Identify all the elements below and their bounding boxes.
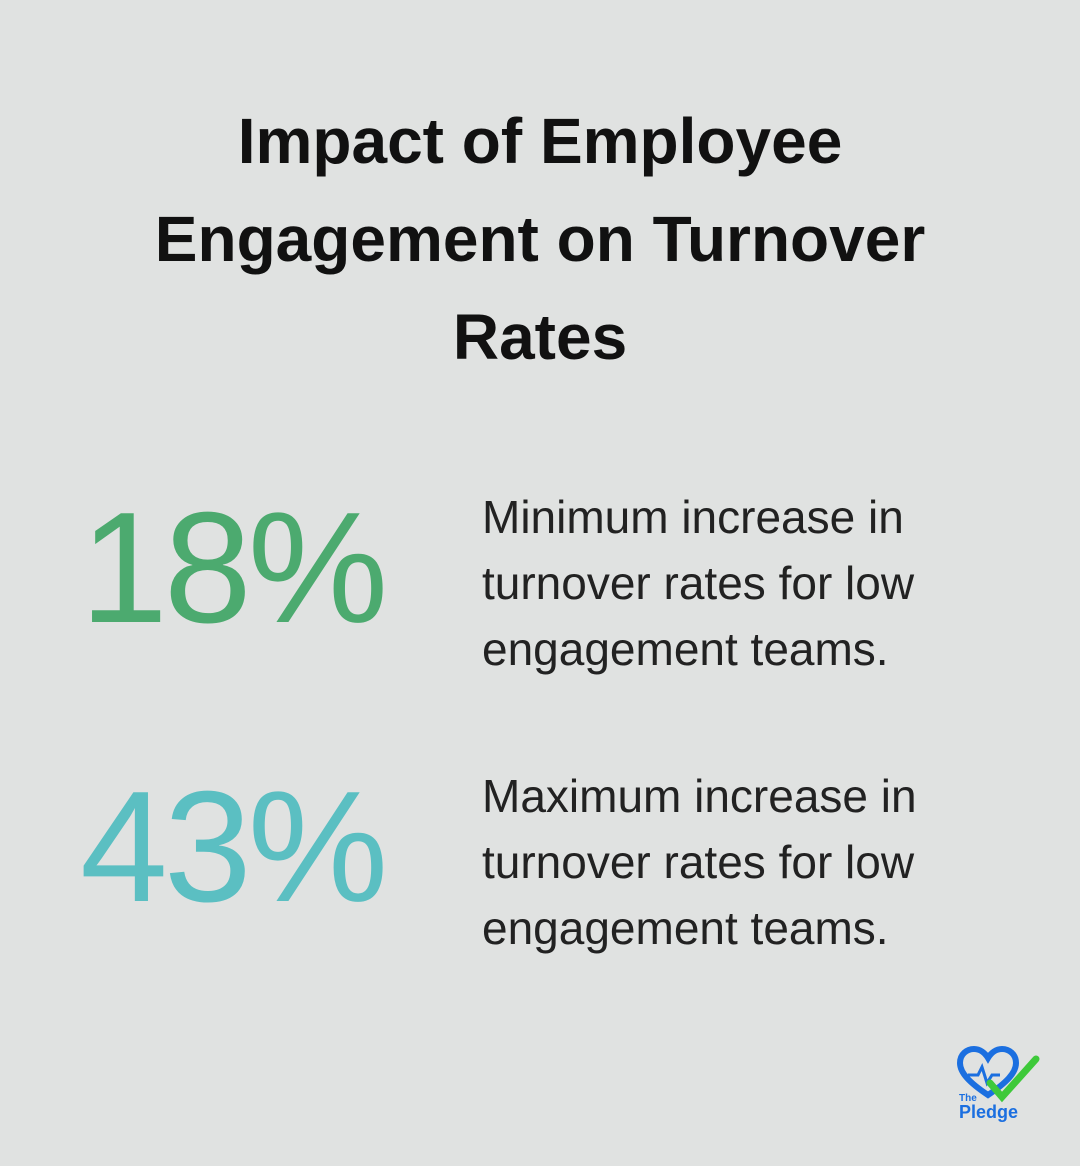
- stat-description: Minimum increase in turnover rates for l…: [482, 491, 915, 675]
- logo-check: [986, 1055, 1040, 1103]
- logo: The Pledge: [956, 1045, 1040, 1122]
- logo-pulse: [968, 1063, 1000, 1087]
- logo-name: Pledge: [959, 1102, 1018, 1122]
- stat: 43% Maximum increase in turnover rates f…: [0, 757, 1080, 977]
- logo-small: The: [959, 1093, 977, 1104]
- stat: 18% Minimum increase in turnover rates f…: [0, 478, 1080, 698]
- stat-value: 43%: [80, 759, 388, 935]
- stat-description: Maximum increase in turnover rates for l…: [482, 770, 917, 954]
- title: Impact of Employee Engagement on Turnove…: [154, 105, 926, 373]
- logo-heart: [956, 1045, 1020, 1099]
- stat-value: 18%: [80, 480, 388, 656]
